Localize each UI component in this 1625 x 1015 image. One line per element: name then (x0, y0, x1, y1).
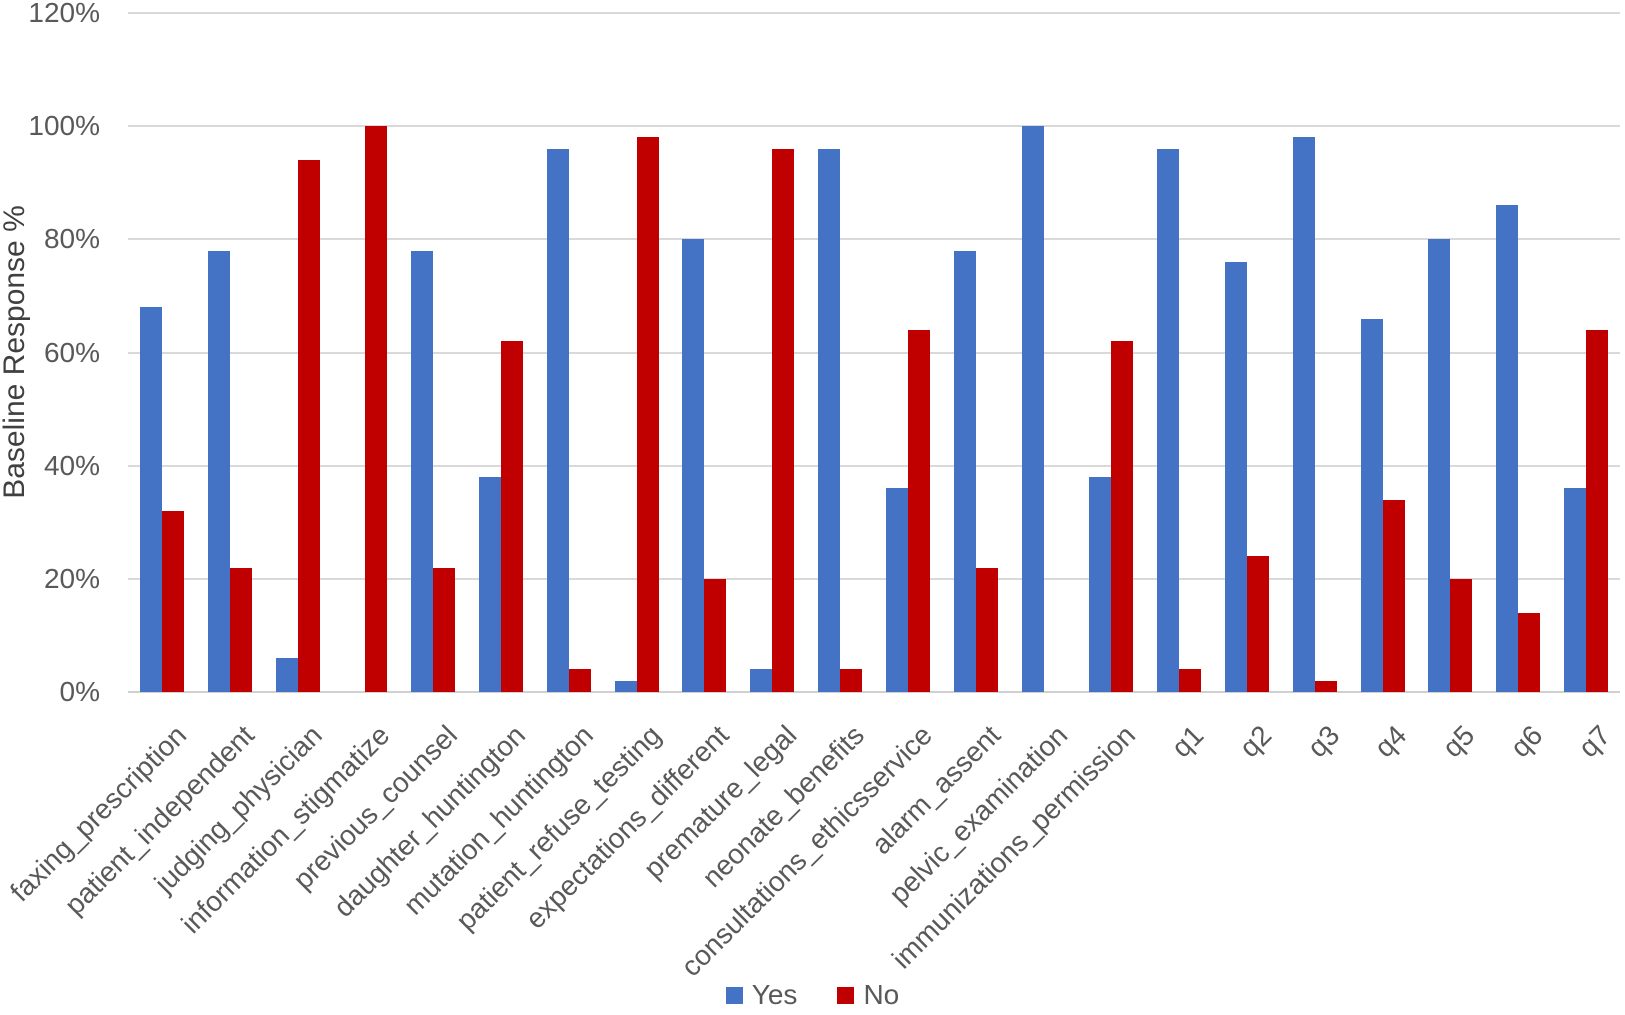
bar-no-premature_legal (772, 148, 795, 692)
legend-swatch-no (837, 986, 855, 1004)
bar-yes-q6 (1496, 205, 1519, 692)
x-tick-label-q4: q4 (1368, 719, 1413, 764)
bar-no-faxing_prescription (161, 510, 184, 692)
bar-no-q1 (1179, 669, 1202, 692)
y-tick-label-40%: 40% (43, 449, 100, 481)
bar-yes-q7 (1564, 488, 1587, 692)
bar-no-judging_physician (297, 160, 320, 692)
bar-yes-q3 (1292, 137, 1315, 692)
y-axis-title: Baseline Response % (0, 205, 31, 499)
bar-yes-q2 (1225, 261, 1247, 692)
bar-no-q4 (1382, 499, 1405, 692)
bar-yes-judging_physician (275, 658, 298, 692)
bar-yes-daughter_huntington (479, 476, 501, 692)
bar-no-q7 (1586, 329, 1609, 692)
bar-yes-pelvic_examination (1021, 126, 1044, 692)
bar-yes-alarm_assent (953, 250, 976, 692)
bar-no-daughter_huntington (501, 341, 523, 692)
x-tick-label-q5: q5 (1436, 719, 1481, 764)
bar-no-q2 (1247, 556, 1269, 692)
gridline-120% (128, 12, 1620, 14)
y-tick-label-60%: 60% (43, 336, 100, 368)
bar-no-mutation_huntington (568, 669, 591, 692)
bar-no-previous_counsel (433, 567, 456, 692)
bar-no-q6 (1518, 612, 1541, 692)
y-tick-label-0%: 0% (59, 676, 100, 707)
legend-item-yes: Yes (725, 979, 798, 1010)
bar-yes-faxing_prescription (139, 307, 162, 692)
x-axis-line (128, 691, 1620, 693)
x-tick-label-q7: q7 (1572, 719, 1617, 764)
gridline-40% (128, 464, 1620, 467)
gridline-60% (128, 351, 1620, 354)
bar-no-q3 (1314, 680, 1337, 692)
bar-yes-patient_refuse_testing (614, 680, 637, 692)
bar-yes-immunizations_permission (1089, 476, 1112, 692)
bar-no-patient_refuse_testing (636, 137, 659, 692)
bar-yes-patient_independent (207, 250, 230, 692)
x-tick-label-q6: q6 (1504, 719, 1549, 764)
legend-label-no: No (863, 979, 900, 1010)
bar-yes-consultations_ethicsservice (885, 488, 908, 692)
bar-no-q5 (1450, 578, 1473, 692)
bar-yes-q5 (1428, 239, 1451, 692)
bar-yes-expectations_different (682, 239, 705, 692)
y-tick-label-100%: 100% (28, 110, 100, 142)
bar-yes-neonate_benefits (818, 148, 841, 692)
bar-no-consultations_ethicsservice (907, 329, 930, 692)
y-tick-label-80%: 80% (43, 223, 100, 255)
bar-no-information_stigmatize (365, 126, 388, 692)
bar-no-patient_independent (229, 567, 252, 692)
bar-yes-q1 (1157, 148, 1180, 692)
legend-label-yes: Yes (751, 979, 798, 1010)
y-tick-label-120%: 120% (28, 0, 100, 28)
x-tick-label-q1: q1 (1165, 719, 1210, 764)
x-tick-label-q2: q2 (1233, 719, 1278, 764)
bar-yes-previous_counsel (411, 250, 434, 692)
x-tick-label-q3: q3 (1301, 719, 1346, 764)
gridline-100% (128, 125, 1620, 128)
gridline-80% (128, 238, 1620, 241)
bar-no-alarm_assent (975, 567, 998, 692)
bar-yes-premature_legal (750, 669, 773, 692)
bar-no-expectations_different (704, 578, 727, 692)
bar-no-neonate_benefits (840, 669, 863, 692)
bar-no-immunizations_permission (1111, 341, 1134, 692)
bar-yes-mutation_huntington (546, 148, 569, 692)
legend: Yes No (0, 979, 1625, 1010)
legend-swatch-yes (725, 986, 743, 1004)
bar-yes-q4 (1360, 318, 1383, 692)
legend-item-no: No (837, 981, 899, 1009)
y-tick-label-20%: 20% (43, 562, 100, 594)
